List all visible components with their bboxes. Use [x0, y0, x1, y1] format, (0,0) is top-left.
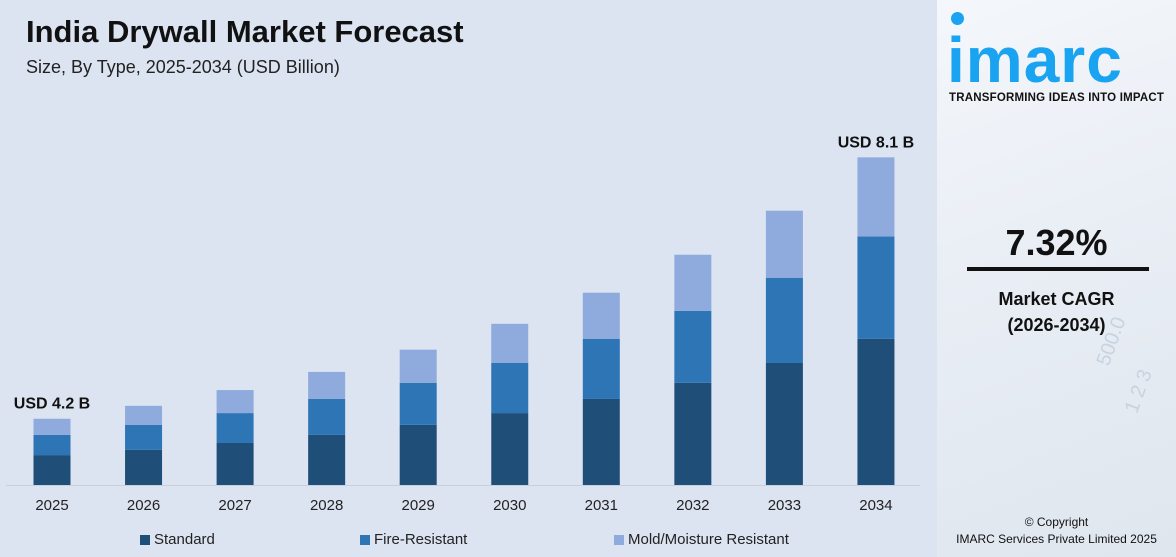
- legend-label: Standard: [154, 531, 215, 548]
- bar-segment-2031-mold-moisture-resistant: [582, 292, 620, 339]
- bar-segment-2028-standard: [308, 434, 346, 485]
- x-tick-label: 2027: [218, 497, 251, 514]
- bar-segment-2029-mold-moisture-resistant: [399, 349, 437, 383]
- bar-segment-2033-standard: [765, 362, 803, 485]
- x-tick-label: 2028: [310, 497, 343, 514]
- imarc-logo: imarc: [947, 24, 1123, 96]
- bar-segment-2033-fire-resistant: [765, 277, 803, 363]
- x-tick-label: 2029: [402, 497, 435, 514]
- chart-title: India Drywall Market Forecast: [26, 14, 464, 49]
- info-panel: 500.0 1 2 3 imarc TRANSFORMING IDEAS INT…: [937, 0, 1176, 557]
- logo-tagline: TRANSFORMING IDEAS INTO IMPACT: [949, 92, 1165, 104]
- legend-label: Mold/Moisture Resistant: [628, 531, 789, 548]
- cagr-divider: [967, 267, 1149, 271]
- bar-segment-2029-standard: [399, 424, 437, 485]
- stacked-bar-chart: 2025 2026 2027 2028 2029 2030 2031 2032 2033 2034…: [6, 134, 920, 514]
- total-label-2025: USD 4.2 B: [14, 396, 90, 413]
- copyright: © Copyright IMARC Services Private Limite…: [937, 514, 1176, 548]
- bar-segment-2034-mold-moisture-resistant: [857, 157, 895, 237]
- bar-segment-2026-standard: [125, 449, 163, 485]
- background-decoration: 1 2 3: [1120, 366, 1157, 416]
- bar-segment-2030-standard: [491, 413, 529, 485]
- bar-segment-2032-standard: [674, 382, 712, 485]
- chart-subtitle: Size, By Type, 2025-2034 (USD Billion): [26, 57, 340, 77]
- bar-segment-2030-fire-resistant: [491, 362, 529, 414]
- bar-segment-2028-fire-resistant: [308, 398, 346, 435]
- bar-segment-2032-mold-moisture-resistant: [674, 254, 712, 311]
- bar-segment-2025-standard: [33, 455, 71, 485]
- bar-segment-2033-mold-moisture-resistant: [765, 210, 803, 278]
- bar-segment-2027-standard: [216, 442, 254, 485]
- chart-panel: India Drywall Market Forecast Size, By T…: [6, 14, 920, 548]
- legend-item-standard: Standard: [140, 531, 215, 548]
- bar-segment-2029-fire-resistant: [399, 382, 437, 425]
- bar-segment-2034-standard: [857, 338, 895, 485]
- x-tick-label: 2032: [676, 497, 709, 514]
- legend-swatch: [140, 534, 150, 545]
- logo-dot: [951, 12, 964, 25]
- bar-segment-2031-fire-resistant: [582, 338, 620, 399]
- bar-segment-2027-fire-resistant: [216, 413, 254, 443]
- legend-swatch: [614, 534, 624, 545]
- legend-item-fire-resistant: Fire-Resistant: [360, 531, 467, 548]
- bar-segment-2032-fire-resistant: [674, 310, 712, 383]
- bar-segment-2026-fire-resistant: [125, 424, 163, 450]
- bar-segment-2026-mold-moisture-resistant: [125, 405, 163, 425]
- total-label-2034: USD 8.1 B: [838, 134, 914, 151]
- x-tick-label: 2030: [493, 497, 526, 514]
- cagr-period: (2026-2034): [1007, 315, 1106, 335]
- x-tick-label: 2026: [127, 497, 160, 514]
- x-tick-label: 2025: [35, 497, 68, 514]
- bar-segment-2031-standard: [582, 398, 620, 485]
- cagr-value: 7.32%: [1005, 222, 1108, 263]
- bar-segment-2034-fire-resistant: [857, 236, 895, 339]
- cagr-label-text: Market CAGR: [998, 289, 1115, 309]
- legend-swatch: [360, 534, 370, 545]
- bar-segment-2025-fire-resistant: [33, 434, 71, 456]
- x-tick-label: 2034: [859, 497, 892, 514]
- copyright-text: © Copyright: [1024, 515, 1089, 529]
- bar-segment-2028-mold-moisture-resistant: [308, 371, 346, 399]
- x-tick-label: 2033: [768, 497, 801, 514]
- company-name: IMARC Services Private Limited 2025: [956, 532, 1157, 546]
- legend-item-mold-moisture: Mold/Moisture Resistant: [614, 531, 789, 548]
- bar-segment-2027-mold-moisture-resistant: [216, 390, 254, 414]
- x-tick-label: 2031: [585, 497, 618, 514]
- bar-segment-2030-mold-moisture-resistant: [491, 323, 529, 363]
- cagr-label: Market CAGR (2026-2034): [937, 286, 1176, 338]
- bar-segment-2025-mold-moisture-resistant: [33, 418, 71, 435]
- legend-label: Fire-Resistant: [374, 531, 468, 548]
